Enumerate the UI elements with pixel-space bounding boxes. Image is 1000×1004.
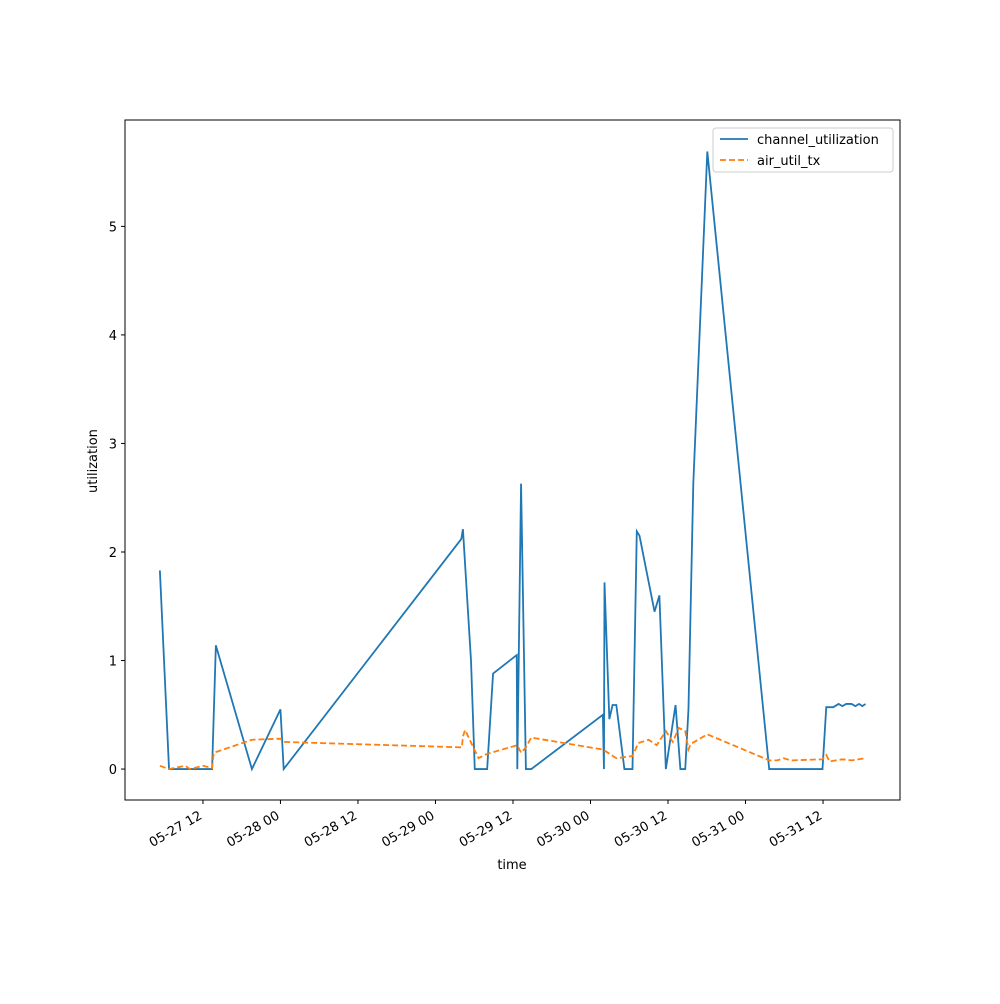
y-axis-label: utilization [86,429,101,493]
legend-box [712,127,894,173]
x-axis-label: time [497,858,526,873]
legend-label: channel_utilization [757,133,879,148]
plot-frame [124,119,901,801]
y-tick-label: 2 [109,546,117,561]
y-tick-label: 5 [109,220,117,235]
y-tick-label: 0 [109,763,117,778]
legend-label: air_util_tx [757,154,821,169]
y-tick-label: 1 [109,655,117,670]
y-tick-label: 4 [109,329,117,344]
series-line [159,726,866,771]
series-line [158,151,867,772]
y-tick-label: 3 [109,437,117,452]
